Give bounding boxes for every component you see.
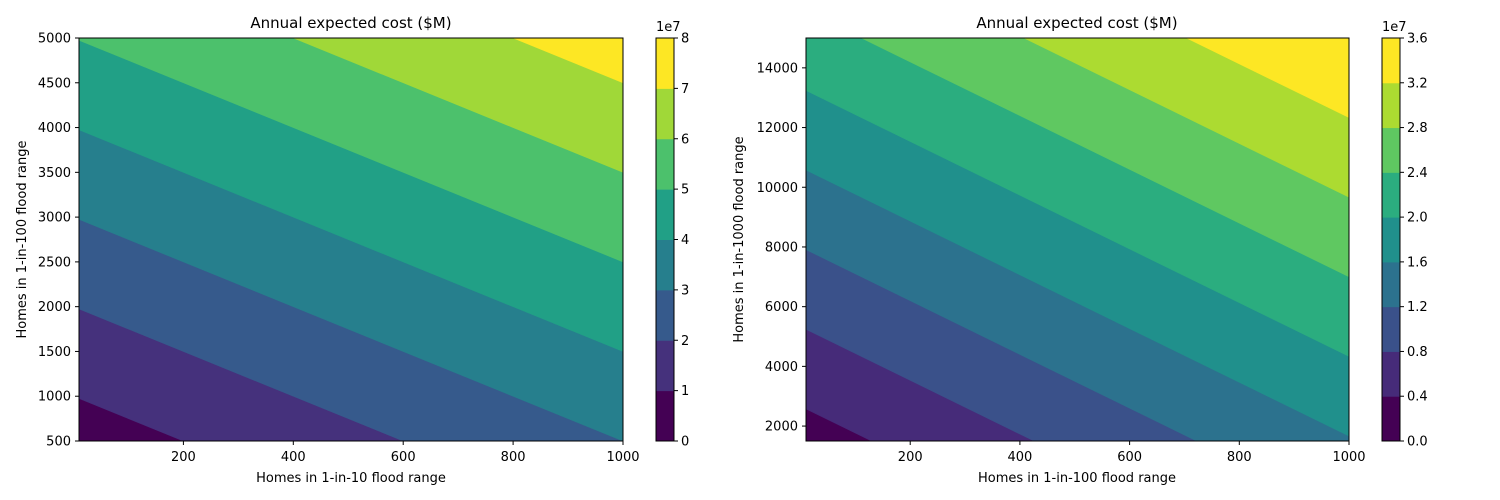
colorbar-swatch-1 — [656, 340, 674, 392]
colorbar-swatch-5 — [1382, 172, 1400, 218]
y-tick-label: 12000 — [757, 121, 798, 136]
colorbar-tick-label: 4 — [681, 233, 689, 248]
contour-band-7 — [512, 38, 623, 84]
colorbar-tick-label: 3.6 — [1407, 32, 1428, 47]
contour-panel-right: Annual expected cost ($M) 200 400 600 800 10… — [732, 14, 1428, 486]
colorbar-tick-label: 1.6 — [1407, 255, 1428, 270]
y-tick-label: 4000 — [765, 360, 798, 375]
colorbar-swatch-6 — [1382, 127, 1400, 173]
y-tick-label: 2000 — [765, 420, 798, 435]
x-axis-ticks: 200 400 600 800 1000 — [171, 441, 640, 465]
colorbar: 0 1 2 3 4 5 6 7 8 — [655, 32, 689, 450]
colorbar-tick-label: 1.2 — [1407, 300, 1428, 315]
colorbar-swatch-4 — [656, 189, 674, 240]
x-tick-label: 1000 — [606, 450, 639, 465]
colorbar-swatch-7 — [656, 38, 674, 89]
colorbar-swatch-2 — [1382, 306, 1400, 352]
colorbar-tick-label: 3.2 — [1407, 76, 1428, 91]
plot-frame — [78, 37, 624, 442]
x-tick-label: 200 — [171, 450, 196, 465]
colorbar-swatch-8 — [1382, 38, 1400, 84]
colorbar-tick-label: 2.0 — [1407, 211, 1428, 226]
colorbar-tick-label: 8 — [681, 32, 689, 47]
colorbar-tick-label: 2.8 — [1407, 121, 1428, 136]
colorbar-swatch-1 — [1382, 351, 1400, 397]
colorbar-offset-label: 1e7 — [656, 20, 681, 35]
contour-band-4 — [806, 90, 1349, 437]
colorbar-swatch-3 — [1382, 261, 1400, 308]
x-axis-label: Homes in 1-in-100 flood range — [978, 471, 1176, 486]
y-tick-label: 1000 — [38, 390, 71, 405]
y-tick-label: 8000 — [765, 240, 798, 255]
x-tick-label: 400 — [1007, 450, 1032, 465]
colorbar: 0.0 0.4 0.8 1.2 1.6 2.0 2.4 2.8 3.2 3.6 — [1381, 32, 1428, 450]
y-tick-label: 5000 — [38, 32, 71, 47]
y-tick-label: 14000 — [757, 61, 798, 76]
contour-bands — [79, 38, 623, 441]
y-tick-label: 4500 — [38, 76, 71, 91]
chart-title: Annual expected cost ($M) — [250, 14, 451, 32]
x-axis-label: Homes in 1-in-10 flood range — [256, 471, 446, 486]
y-tick-label: 1500 — [38, 345, 71, 360]
colorbar-tick-label: 3 — [681, 283, 689, 298]
x-tick-label: 800 — [501, 450, 526, 465]
x-tick-label: 1000 — [1332, 450, 1365, 465]
x-tick-label: 800 — [1227, 450, 1252, 465]
colorbar-swatch-6 — [656, 88, 674, 140]
x-tick-label: 600 — [391, 450, 416, 465]
y-tick-label: 4000 — [38, 121, 71, 136]
colorbar-tick-label: 0.8 — [1407, 345, 1428, 360]
colorbar-swatch-0 — [656, 390, 674, 442]
contour-band-5 — [806, 38, 1349, 357]
chart-title: Annual expected cost ($M) — [976, 14, 1177, 32]
y-tick-label: 2000 — [38, 300, 71, 315]
contour-band-8 — [1186, 38, 1349, 118]
x-tick-label: 600 — [1117, 450, 1142, 465]
y-axis-label: Homes in 1-in-100 flood range — [15, 140, 30, 338]
y-tick-label: 3500 — [38, 166, 71, 181]
contour-band-3 — [79, 129, 623, 441]
colorbar-tick-label: 6 — [681, 132, 689, 147]
colorbar-tick-label: 5 — [681, 183, 689, 198]
y-tick-label: 6000 — [765, 300, 798, 315]
y-axis-ticks: 500 1000 1500 2000 2500 3000 3500 4000 4500 5000 — [38, 32, 79, 450]
colorbar-offset-label: 1e7 — [1382, 20, 1407, 35]
y-tick-label: 2500 — [38, 255, 71, 270]
contour-band-5 — [79, 38, 623, 263]
colorbar-tick-label: 2 — [681, 334, 689, 349]
colorbar-tick-label: 0.0 — [1407, 435, 1428, 450]
y-tick-label: 3000 — [38, 211, 71, 226]
colorbar-tick-label: 1 — [681, 384, 689, 399]
colorbar-frame — [1381, 37, 1401, 442]
colorbar-swatch-3 — [656, 239, 674, 291]
y-axis-ticks: 2000 4000 6000 8000 10000 12000 14000 — [757, 61, 806, 435]
colorbar-swatch-0 — [1382, 396, 1400, 442]
colorbar-tick-label: 2.4 — [1407, 166, 1428, 181]
colorbar-swatch-2 — [656, 289, 674, 341]
x-axis-ticks: 200 400 600 800 1000 — [898, 441, 1366, 465]
contour-band-6 — [861, 38, 1349, 278]
colorbar-tick-label: 0 — [681, 435, 689, 450]
x-tick-label: 200 — [898, 450, 923, 465]
colorbar-swatch-7 — [1382, 82, 1400, 129]
colorbar-swatch-4 — [1382, 217, 1400, 263]
y-axis-label: Homes in 1-in-1000 flood range — [732, 136, 747, 342]
contour-bands — [806, 38, 1349, 441]
y-tick-label: 500 — [46, 435, 71, 450]
plot-frame — [805, 37, 1350, 442]
colorbar-tick-label: 7 — [681, 82, 689, 97]
contour-band-4 — [79, 39, 623, 352]
contour-panel-left: Annual expected cost ($M) 200 400 600 800 10… — [15, 14, 689, 486]
contour-band-6 — [293, 38, 623, 173]
colorbar-swatch-5 — [656, 138, 674, 190]
x-tick-label: 400 — [281, 450, 306, 465]
colorbar-tick-label: 0.4 — [1407, 390, 1428, 405]
y-tick-label: 10000 — [757, 181, 798, 196]
